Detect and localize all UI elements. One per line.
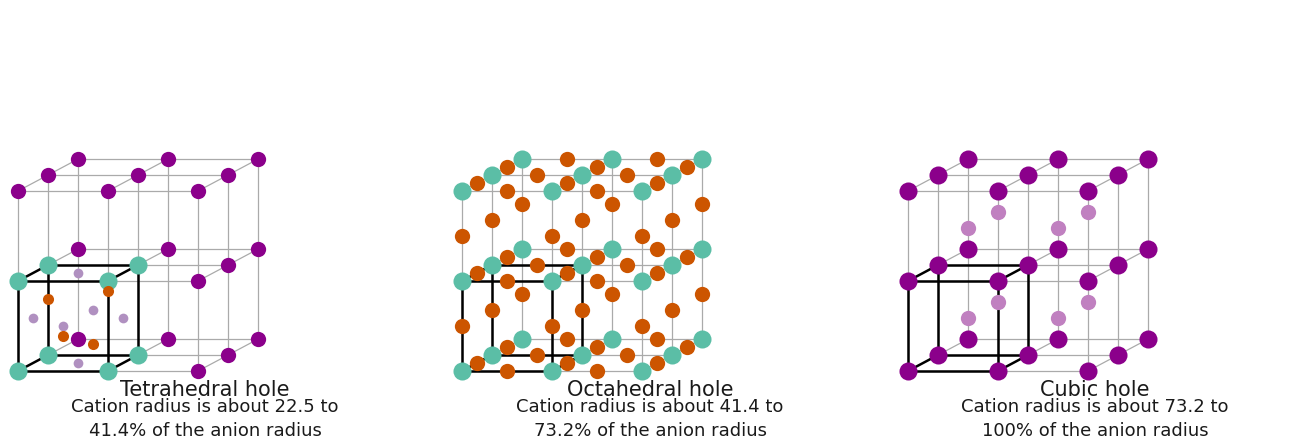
Text: Octahedral hole: Octahedral hole (567, 380, 733, 400)
Text: Cation radius is about 41.4 to
73.2% of the anion radius: Cation radius is about 41.4 to 73.2% of … (516, 398, 784, 439)
Text: Cation radius is about 73.2 to
100% of the anion radius: Cation radius is about 73.2 to 100% of t… (961, 398, 1228, 439)
Text: Cubic hole: Cubic hole (1040, 380, 1149, 400)
Text: Cation radius is about 22.5 to
41.4% of the anion radius: Cation radius is about 22.5 to 41.4% of … (72, 398, 339, 439)
Text: Tetrahedral hole: Tetrahedral hole (120, 380, 290, 400)
